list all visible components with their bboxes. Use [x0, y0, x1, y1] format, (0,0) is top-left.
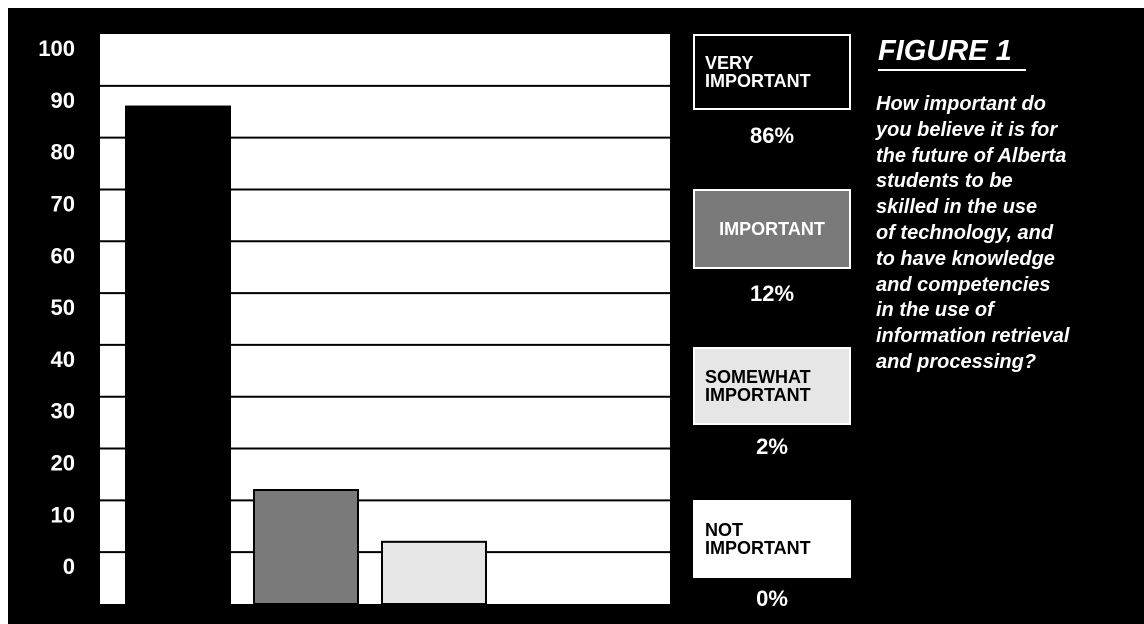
y-tick-label: 40	[51, 347, 75, 372]
bars	[125, 105, 487, 606]
legend-pct-important: 12%	[749, 281, 795, 306]
legend-not-important: NOT IMPORTANT	[693, 500, 851, 578]
legend-label: SOMEWHAT IMPORTANT	[705, 367, 811, 405]
legend-label: VERY IMPORTANT	[705, 53, 811, 91]
y-tick-label: 60	[51, 243, 75, 268]
y-tick-label: 80	[51, 140, 75, 165]
legend-very-important: VERY IMPORTANT	[693, 34, 851, 110]
bar-important	[253, 489, 359, 605]
figure-title: FIGURE 1	[878, 35, 1012, 67]
bar-very-important	[125, 105, 231, 606]
figure-title-underline	[878, 69, 1026, 71]
bar-somewhat-important	[381, 540, 487, 605]
legend-label: NOT IMPORTANT	[705, 520, 811, 558]
legend-pct-somewhat-important: 2%	[756, 434, 788, 459]
y-tick-label: 0	[63, 554, 75, 579]
legend-pct-very-important: 86%	[749, 123, 795, 148]
legend-label: IMPORTANT	[719, 219, 825, 239]
y-tick-label: 100	[38, 36, 75, 61]
legend-important: IMPORTANT	[693, 189, 851, 269]
y-tick-label: 90	[51, 88, 75, 113]
figure-question: How important do you believe it is for t…	[876, 93, 1070, 373]
y-tick-label: 10	[51, 502, 75, 527]
y-tick-label: 50	[51, 295, 75, 320]
legend-pct-not-important: 0%	[756, 586, 788, 611]
y-tick-label: 30	[51, 399, 75, 424]
legend-somewhat-important: SOMEWHAT IMPORTANT	[693, 347, 851, 425]
y-tick-label: 20	[51, 451, 75, 476]
y-tick-label: 70	[51, 191, 75, 216]
